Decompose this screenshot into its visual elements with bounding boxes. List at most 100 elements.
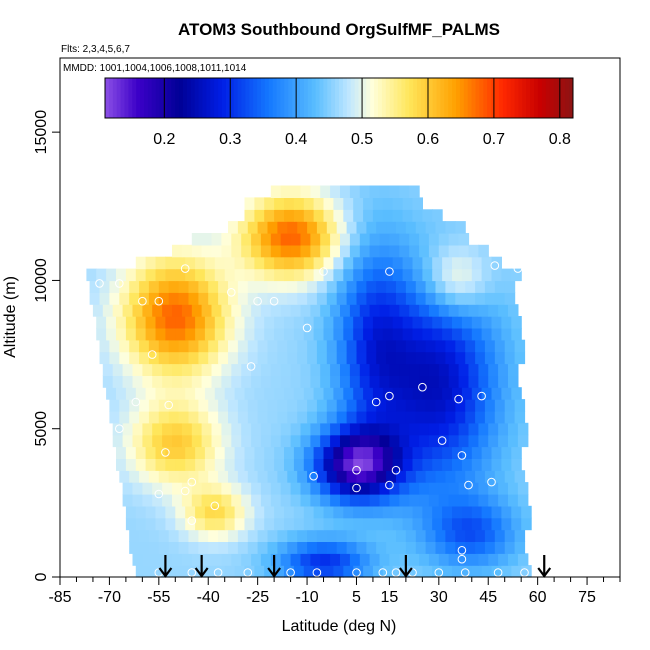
- heatmap-cell: [399, 185, 410, 198]
- heatmap-cell: [379, 363, 390, 376]
- heatmap-cell: [300, 422, 311, 436]
- heatmap-cell: [508, 422, 519, 436]
- heatmap-cell: [412, 256, 423, 270]
- heatmap-cell: [277, 470, 288, 483]
- heatmap-cell: [109, 410, 120, 424]
- heatmap-cell: [379, 375, 390, 388]
- heatmap-cell: [247, 541, 259, 554]
- heatmap-cell: [422, 565, 433, 578]
- heatmap-cell: [165, 517, 176, 531]
- heatmap-cell: [316, 470, 328, 483]
- heatmap-cell: [290, 422, 302, 436]
- heatmap-cell: [191, 482, 203, 495]
- heatmap-cell: [346, 529, 358, 542]
- heatmap-cell: [211, 233, 222, 246]
- heatmap-cell: [392, 268, 404, 282]
- heatmap-cell: [224, 268, 236, 282]
- heatmap-cell: [274, 505, 285, 519]
- heatmap-cell: [491, 565, 502, 578]
- heatmap-cell: [142, 494, 153, 507]
- heatmap-cell: [297, 410, 308, 424]
- heatmap-cell: [260, 553, 272, 566]
- heatmap-cell: [475, 529, 486, 542]
- heatmap-cell: [168, 292, 180, 305]
- colorbar-swatch: [335, 78, 340, 118]
- colorbar-tick-label: 0.4: [285, 131, 307, 148]
- heatmap-cell: [195, 387, 206, 400]
- colorbar-swatch: [296, 78, 301, 118]
- heatmap-cell: [363, 316, 374, 329]
- heatmap-cell: [399, 233, 410, 246]
- heatmap-cell: [481, 256, 493, 270]
- heatmap-cell: [428, 363, 440, 376]
- heatmap-cell: [168, 529, 180, 542]
- heatmap-cell: [119, 351, 130, 365]
- heatmap-cell: [438, 482, 450, 495]
- heatmap-cell: [442, 316, 453, 329]
- heatmap-cell: [340, 494, 351, 507]
- heatmap-cell: [293, 517, 305, 531]
- heatmap-cell: [109, 292, 120, 305]
- heatmap-cell: [297, 541, 308, 554]
- heatmap-cell: [435, 399, 446, 412]
- heatmap-cell: [155, 505, 166, 519]
- heatmap-cell: [376, 351, 387, 365]
- heatmap-cell: [274, 256, 285, 270]
- heatmap-cell: [303, 505, 315, 519]
- heatmap-cell: [277, 541, 288, 554]
- heatmap-cell: [165, 446, 176, 459]
- heatmap-cell: [478, 304, 489, 317]
- heatmap-cell: [363, 565, 374, 578]
- heatmap-cell: [247, 529, 259, 542]
- heatmap-cell: [218, 541, 229, 554]
- heatmap-cell: [241, 553, 252, 566]
- heatmap-cell: [198, 280, 209, 293]
- heatmap-cell: [402, 505, 414, 519]
- heatmap-cell: [517, 422, 529, 436]
- colorbar-swatch: [237, 78, 242, 118]
- heatmap-cell: [129, 410, 140, 424]
- heatmap-cell: [363, 256, 374, 270]
- heatmap-cell: [280, 233, 292, 246]
- heatmap-cell: [359, 494, 371, 507]
- heatmap-cell: [386, 399, 397, 412]
- heatmap-cell: [445, 529, 456, 542]
- heatmap-cell: [244, 387, 255, 400]
- heatmap-cell: [125, 505, 137, 519]
- heatmap-cell: [392, 256, 404, 270]
- heatmap-cell: [452, 517, 463, 531]
- heatmap-cell: [175, 446, 186, 459]
- heatmap-cell: [330, 304, 341, 317]
- heatmap-cell: [195, 565, 206, 578]
- heatmap-cell: [257, 292, 269, 305]
- heatmap-cell: [491, 517, 502, 531]
- heatmap-cell: [419, 422, 430, 436]
- heatmap-cell: [382, 316, 394, 329]
- heatmap-cell: [237, 280, 249, 293]
- sample-point: [477, 391, 486, 401]
- heatmap-cell: [313, 505, 325, 519]
- heatmap-cell: [168, 541, 180, 554]
- heatmap-cell: [363, 458, 374, 471]
- heatmap-cell: [129, 339, 140, 353]
- heatmap-cell: [244, 505, 255, 519]
- heatmap-cell: [326, 221, 338, 234]
- heatmap-cell: [254, 316, 265, 329]
- heatmap-cell: [195, 316, 206, 329]
- heatmap-cell: [310, 375, 321, 388]
- heatmap-cell: [455, 541, 466, 554]
- heatmap-cell: [155, 458, 166, 471]
- heatmap-cell: [442, 387, 453, 400]
- heatmap-cell: [241, 233, 252, 246]
- heatmap-cell: [336, 410, 348, 424]
- heatmap-cell: [162, 482, 173, 495]
- heatmap-cell: [475, 351, 486, 365]
- heatmap-cell: [270, 375, 282, 388]
- heatmap-cell: [468, 375, 479, 388]
- heatmap-cell: [280, 244, 292, 258]
- heatmap-cell: [372, 458, 384, 471]
- heatmap-cell: [139, 339, 150, 353]
- heatmap-cell: [349, 304, 361, 317]
- colorbar-swatch: [249, 78, 254, 118]
- heatmap-cell: [270, 185, 282, 198]
